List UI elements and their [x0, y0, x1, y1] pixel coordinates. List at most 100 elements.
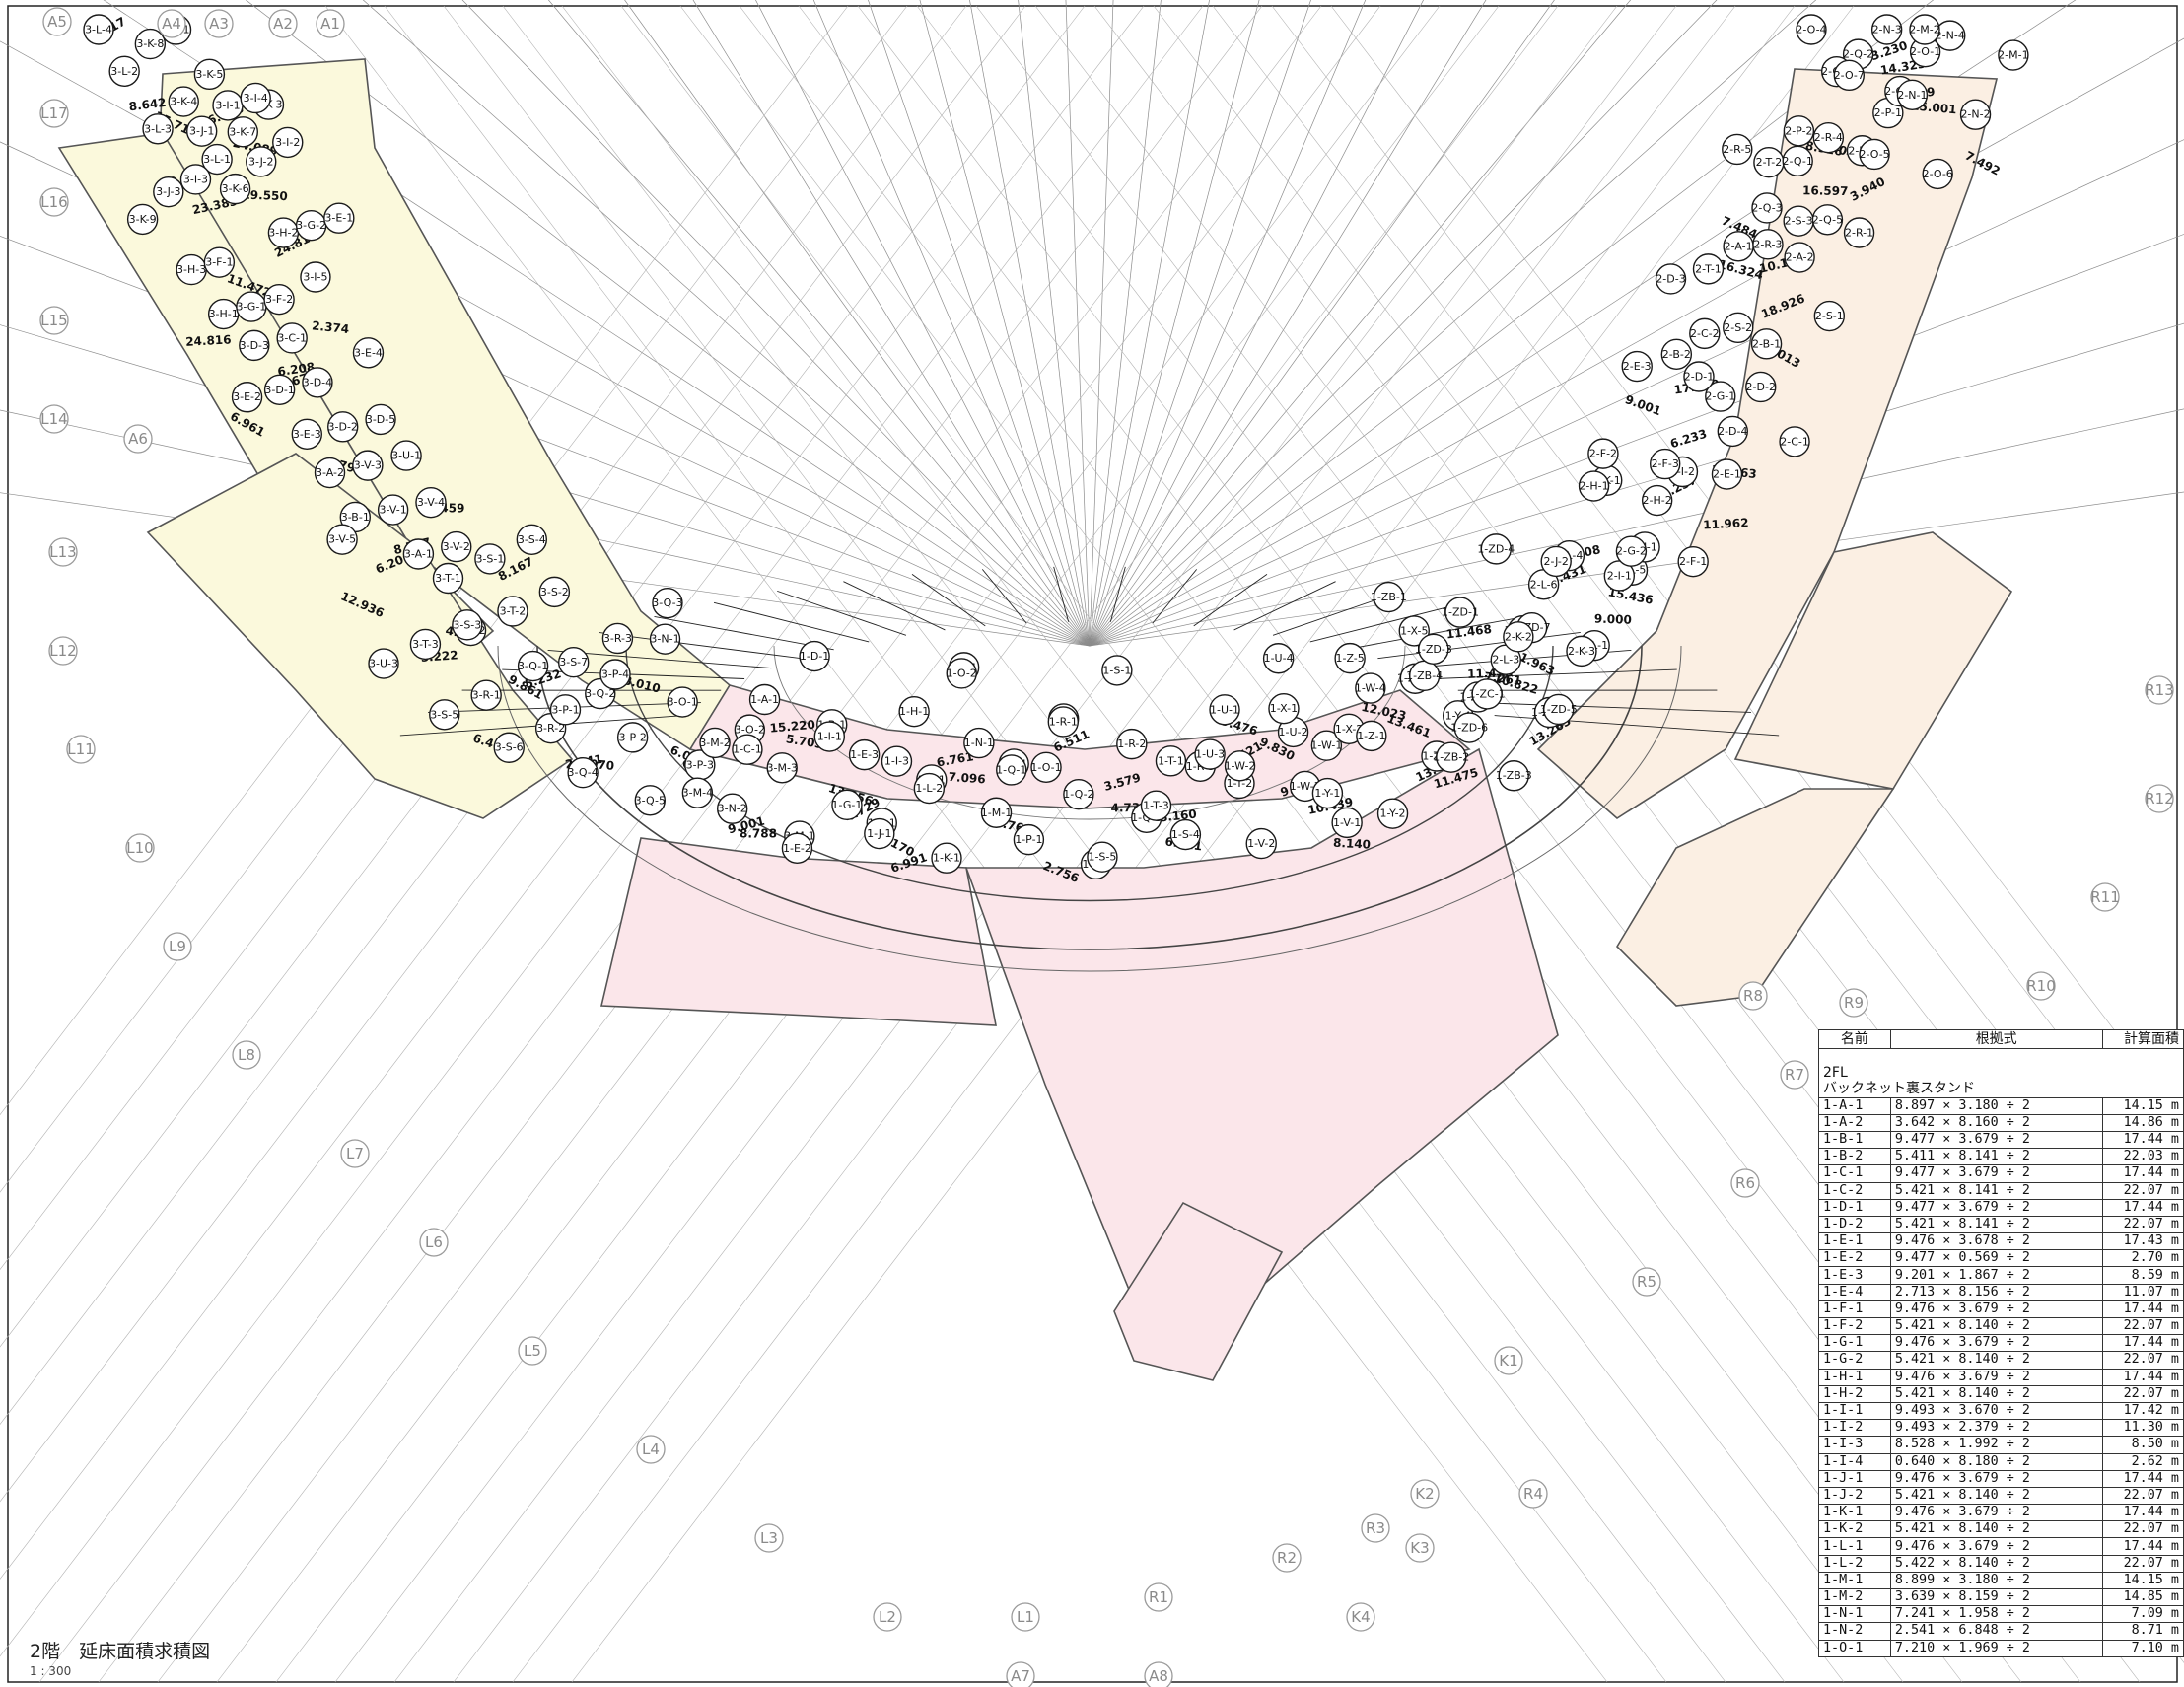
room-tag[interactable]: 3-E-3: [291, 418, 322, 450]
room-tag[interactable]: 3-A-1: [402, 538, 435, 570]
room-tag[interactable]: 2-N-4: [1935, 20, 1966, 51]
room-tag[interactable]: 3-Q-1: [517, 650, 549, 682]
room-tag[interactable]: 2-P-2: [1783, 115, 1815, 147]
room-tag[interactable]: 3-E-4: [352, 337, 385, 369]
room-tag[interactable]: 3-F-1: [203, 246, 236, 278]
room-tag[interactable]: 1-E-2: [781, 832, 813, 864]
room-tag[interactable]: 1-ZD-6: [1450, 712, 1488, 743]
room-tag[interactable]: 3-P-3: [684, 749, 716, 781]
room-tag[interactable]: 3-S-5: [429, 699, 460, 731]
room-tag[interactable]: 3-P-4: [599, 659, 631, 690]
room-tag[interactable]: 2-B-1: [1750, 328, 1783, 360]
room-tag[interactable]: 2-S-3: [1783, 205, 1814, 237]
room-tag[interactable]: 3-N-2: [716, 793, 748, 824]
room-tag[interactable]: 2-S-2: [1723, 312, 1754, 344]
room-tag[interactable]: 2-J-2: [1540, 545, 1572, 578]
room-tag[interactable]: 2-D-4: [1717, 415, 1748, 448]
room-tag[interactable]: 3-I-3: [179, 164, 212, 195]
room-tag[interactable]: 2-K-2: [1503, 621, 1534, 653]
room-tag[interactable]: 3-T-1: [432, 562, 464, 595]
room-tag[interactable]: 2-T-1: [1692, 253, 1725, 285]
room-tag[interactable]: 1-U-4: [1262, 643, 1295, 674]
room-tag[interactable]: 1-ZB-1: [1371, 581, 1407, 613]
room-tag[interactable]: 2-F-3: [1650, 448, 1681, 480]
room-tag[interactable]: 3-E-1: [323, 202, 355, 234]
room-tag[interactable]: 2-D-2: [1745, 371, 1777, 403]
room-tag[interactable]: 3-K-9: [126, 203, 159, 236]
room-tag[interactable]: 1-ZD-1: [1442, 597, 1479, 628]
room-tag[interactable]: 2-N-1: [1896, 79, 1929, 110]
room-tag[interactable]: 1-ZD-3: [1415, 633, 1452, 665]
room-tag[interactable]: 3-E-2: [231, 382, 263, 413]
room-tag[interactable]: 2-M-1: [1998, 39, 2029, 71]
room-tag[interactable]: 1-A-1: [748, 683, 781, 716]
room-tag[interactable]: 3-S-3: [452, 609, 483, 641]
room-tag[interactable]: 3-L-3: [142, 113, 174, 145]
room-tag[interactable]: 3-O-1: [667, 686, 698, 718]
room-tag[interactable]: 1-Y-2: [1376, 798, 1409, 829]
room-tag[interactable]: 3-P-1: [549, 694, 582, 726]
room-tag[interactable]: 1-O-1: [1030, 751, 1062, 783]
room-tag[interactable]: 3-I-5: [300, 261, 331, 293]
room-tag[interactable]: 3-J-1: [185, 115, 218, 147]
room-tag[interactable]: 1-X-1: [1268, 692, 1300, 725]
room-tag[interactable]: 1-W-1: [1310, 730, 1342, 761]
room-tag[interactable]: 3-U-3: [368, 648, 399, 679]
room-tag[interactable]: 2-F-2: [1587, 438, 1619, 469]
room-tag[interactable]: 3-K-7: [227, 116, 258, 148]
room-tag[interactable]: 1-U-1: [1209, 694, 1240, 726]
room-tag[interactable]: 3-K-8: [134, 28, 167, 60]
room-tag[interactable]: 1-Z-5: [1334, 642, 1366, 674]
room-tag[interactable]: 3-K-5: [193, 58, 226, 91]
room-tag[interactable]: 1-Q-1: [996, 754, 1027, 786]
room-tag[interactable]: 1-O-2: [946, 658, 977, 689]
room-tag[interactable]: 3-I-1: [212, 90, 244, 121]
room-tag[interactable]: 2-B-2: [1660, 338, 1693, 371]
room-tag[interactable]: 2-G-2: [1615, 535, 1648, 567]
room-tag[interactable]: 2-D-3: [1655, 263, 1687, 295]
room-tag[interactable]: 1-ZC-1: [1469, 678, 1506, 710]
room-tag[interactable]: 1-X-5: [1398, 615, 1430, 647]
room-tag[interactable]: 2-I-1: [1603, 560, 1636, 592]
room-tag[interactable]: 3-K-6: [219, 173, 251, 205]
room-tag[interactable]: 3-F-2: [263, 283, 295, 316]
room-tag[interactable]: 3-V-2: [441, 530, 472, 563]
room-tag[interactable]: 2-H-2: [1641, 484, 1673, 517]
room-tag[interactable]: 1-D-1: [799, 640, 830, 672]
room-tag[interactable]: 3-S-1: [474, 543, 506, 575]
room-tag[interactable]: 3-V-1: [377, 494, 409, 526]
room-tag[interactable]: 2-Q-5: [1811, 204, 1844, 236]
room-tag[interactable]: 2-O-7: [1833, 59, 1866, 92]
room-tag[interactable]: 3-T-2: [497, 596, 528, 627]
room-tag[interactable]: 3-R-3: [601, 622, 634, 655]
room-tag[interactable]: 1-Y-1: [1311, 777, 1344, 809]
room-tag[interactable]: 1-Z-1: [1356, 720, 1387, 752]
room-tag[interactable]: 2-L-3: [1490, 644, 1521, 675]
room-tag[interactable]: 2-R-4: [1812, 121, 1845, 154]
room-tag[interactable]: 3-H-2: [267, 217, 300, 248]
room-tag[interactable]: 3-J-2: [246, 146, 277, 177]
room-tag[interactable]: 3-Q-3: [652, 587, 683, 619]
room-tag[interactable]: 1-P-1: [1013, 823, 1045, 856]
room-tag[interactable]: 1-U-3: [1194, 738, 1226, 770]
room-tag[interactable]: 2-O-5: [1859, 138, 1890, 171]
room-tag[interactable]: 2-E-1: [1711, 458, 1743, 490]
room-tag[interactable]: 2-C-2: [1689, 317, 1721, 350]
room-tag[interactable]: 1-ZD-5: [1540, 693, 1578, 726]
room-tag[interactable]: 3-M-3: [766, 752, 798, 784]
room-tag[interactable]: 1-T-1: [1155, 745, 1187, 777]
room-tag[interactable]: 1-S-4: [1169, 818, 1202, 851]
room-tag[interactable]: 3-V-5: [326, 524, 358, 555]
room-tag[interactable]: 1-N-1: [963, 727, 995, 759]
room-tag[interactable]: 2-N-2: [1959, 99, 1992, 130]
room-tag[interactable]: 2-Q-1: [1782, 145, 1813, 177]
room-tag[interactable]: 2-R-5: [1722, 133, 1753, 166]
room-tag[interactable]: 1-T-3: [1140, 790, 1172, 821]
room-tag[interactable]: 3-G-2: [295, 209, 327, 242]
room-tag[interactable]: 3-H-1: [207, 298, 240, 330]
room-tag[interactable]: 1-W-2: [1225, 750, 1256, 782]
room-tag[interactable]: 1-L-2: [913, 772, 946, 805]
room-tag[interactable]: 2-L-6: [1527, 569, 1560, 600]
room-tag[interactable]: 1-I-1: [813, 721, 846, 752]
room-tag[interactable]: 3-D-5: [365, 403, 396, 436]
